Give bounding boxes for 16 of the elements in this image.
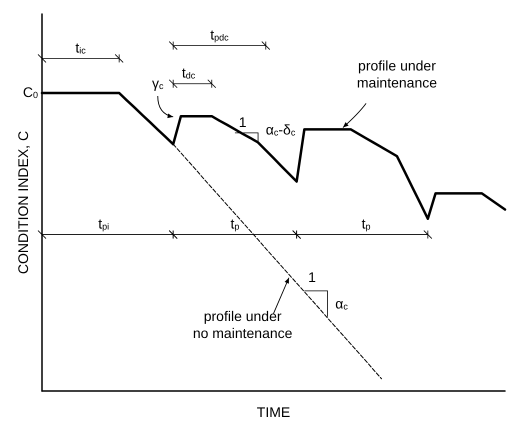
text: profile under maintenance	[356, 57, 438, 90]
annotation: 1	[238, 113, 247, 130]
annotation: α$_{c}$-δ$_{c}$	[266, 121, 296, 138]
text: γ$_{c}$	[152, 74, 164, 92]
annotation: profile under no maintenance	[192, 308, 293, 341]
y-axis-title: CONDITION INDEX, C	[15, 130, 31, 274]
annotation: t$_{pi}$	[98, 215, 110, 232]
annotation: α$_{c}$	[335, 295, 348, 312]
text: t$_{dc}$	[182, 64, 196, 81]
text: t$_{pdc}$	[210, 26, 230, 43]
annotation: 1	[308, 268, 316, 284]
text: C$_{0}$	[22, 84, 38, 100]
text: t$_{ic}$	[75, 39, 86, 56]
x-axis-title: TIME	[256, 404, 290, 420]
annotation: t$_{p}$	[362, 215, 371, 232]
annotation: t$_{p}$	[230, 215, 240, 232]
